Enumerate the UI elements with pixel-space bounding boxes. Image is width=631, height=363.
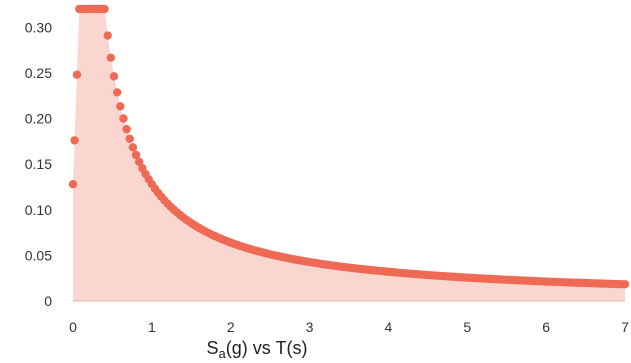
y-tick-label: 0.30 [25,19,52,35]
y-tick-label: 0.25 [25,65,52,81]
data-point [135,157,144,167]
data-points [68,4,630,289]
data-point [70,136,79,145]
data-point [106,53,116,62]
data-point [128,143,138,152]
x-tick-label: 0 [69,319,77,335]
data-point [122,125,131,134]
y-tick-label: 0.10 [25,202,52,218]
data-point [131,150,141,160]
x-tick-label: 4 [385,319,393,335]
data-point [103,31,112,40]
y-tick-label: 0 [44,293,52,309]
data-point [119,114,128,123]
area-fill [73,9,625,301]
spectrum-area [73,9,625,301]
data-point [125,134,134,143]
data-point [100,4,109,14]
data-point [116,102,125,111]
data-point [620,280,630,289]
chart-title: Sa(g) vs T(s) [207,338,308,361]
x-tick-label: 6 [542,319,550,335]
data-point [109,72,119,81]
y-tick-label: 0.20 [25,111,52,127]
data-point [72,70,82,79]
y-tick-label: 0.15 [25,156,52,172]
y-tick-label: 0.05 [25,247,52,263]
x-tick-label: 1 [148,319,156,335]
data-point [112,88,122,97]
x-tick-label: 2 [227,319,235,335]
x-tick-label: 7 [621,319,629,335]
data-point [68,180,78,189]
x-tick-label: 3 [306,319,314,335]
x-tick-label: 5 [463,319,471,335]
tick-labels: 0 1 2 3 4 5 6 7 0 0.05 0.10 0.15 0.20 0.25 0.30 [25,19,629,335]
